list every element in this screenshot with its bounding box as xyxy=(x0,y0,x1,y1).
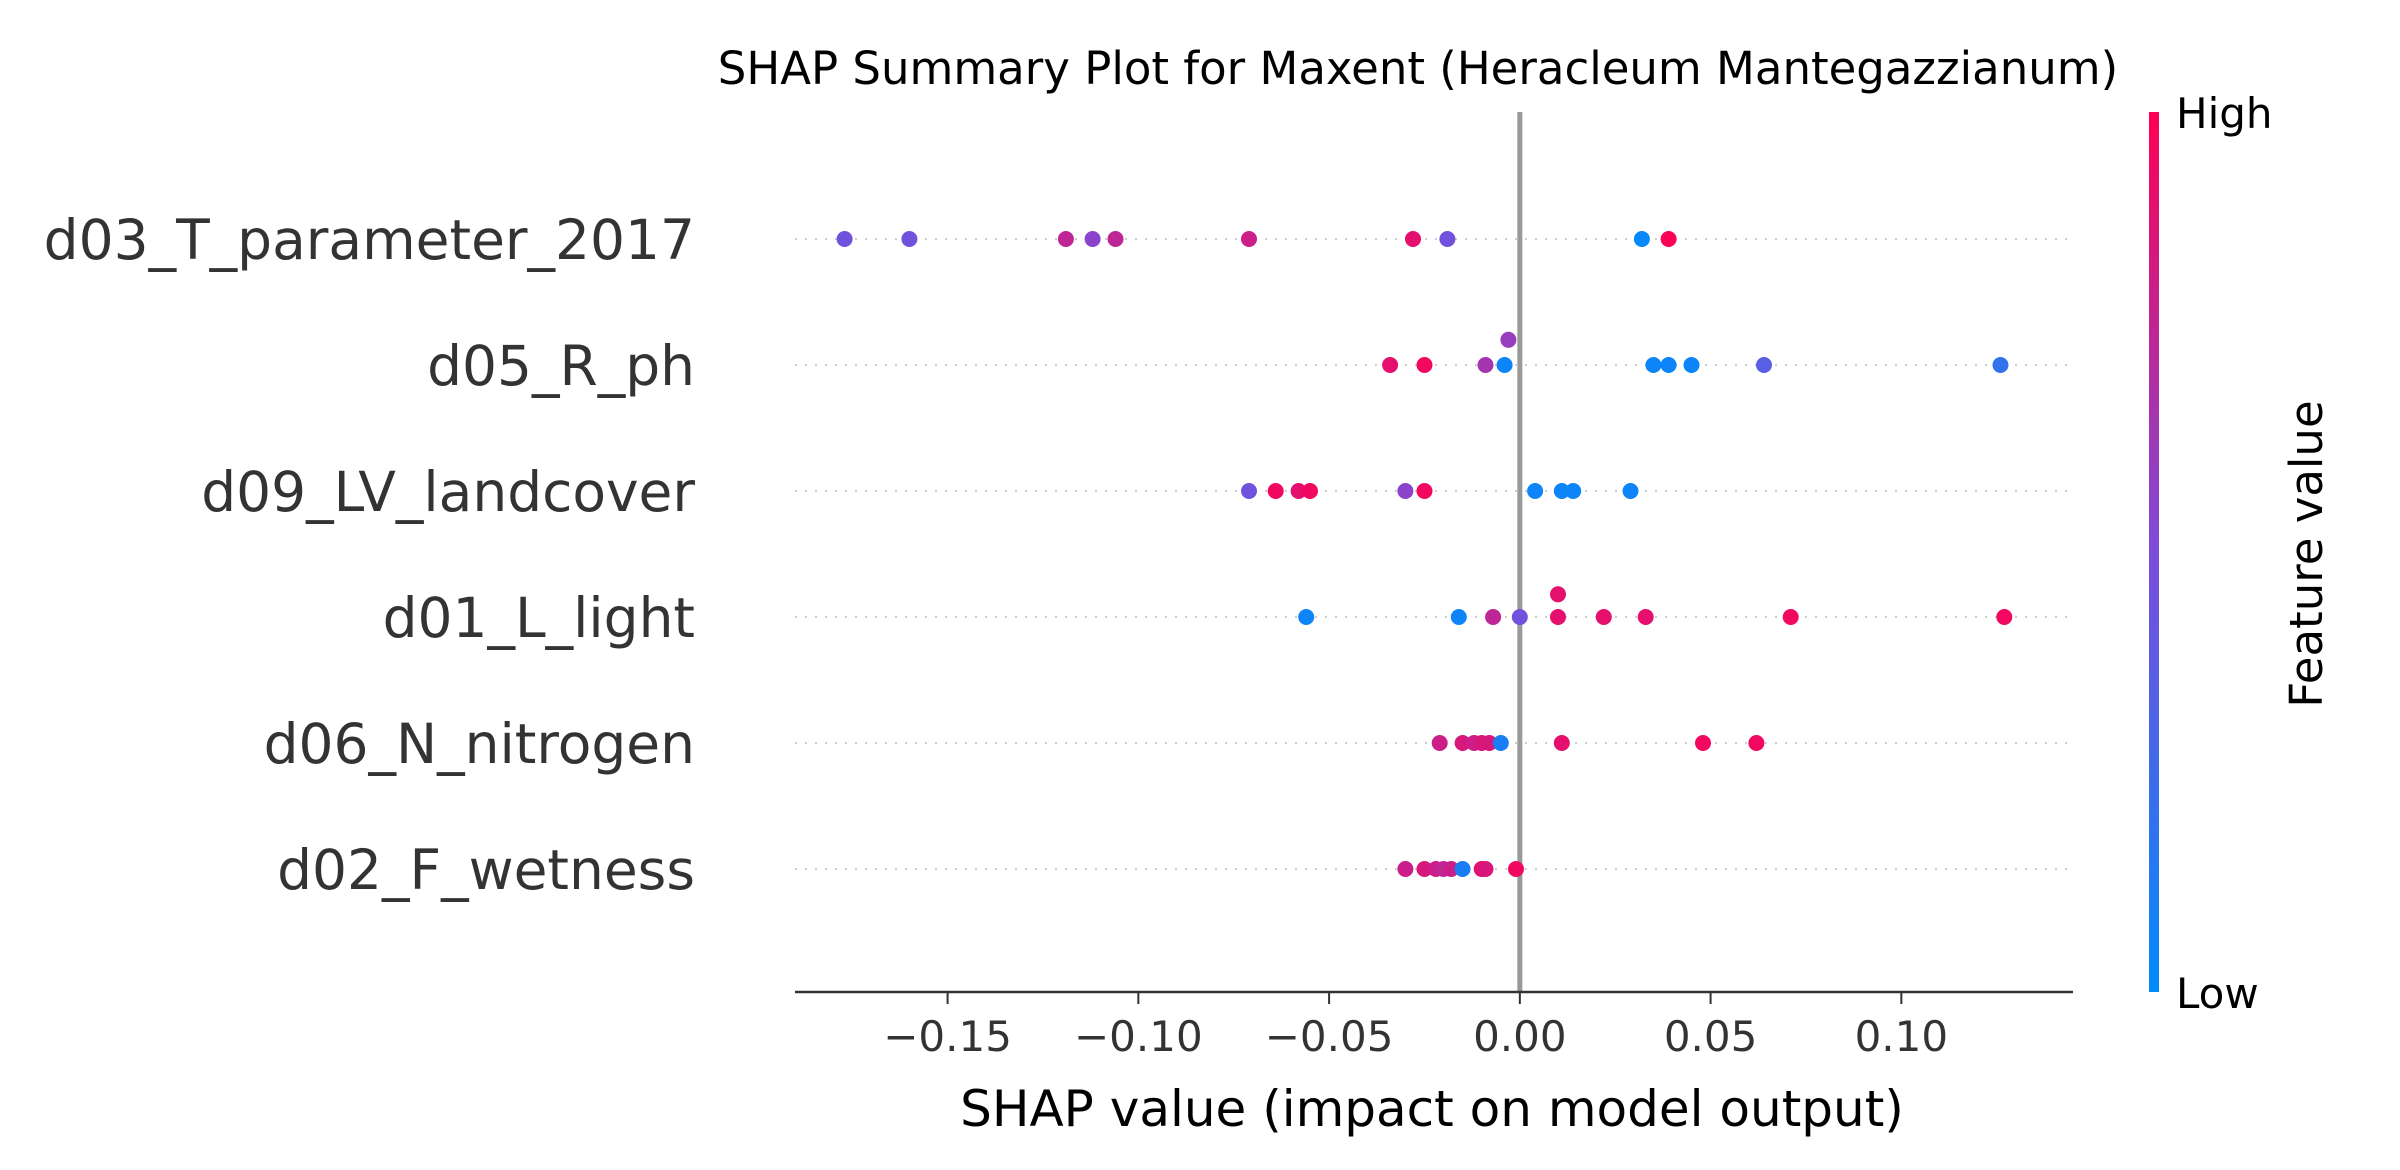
shap-point xyxy=(1550,586,1566,603)
shap-point xyxy=(1416,861,1433,877)
shap-point xyxy=(901,231,918,247)
x-tick-label: −0.15 xyxy=(883,1012,1012,1061)
shap-point xyxy=(1416,357,1433,373)
feature-label: d02_F_wetness xyxy=(277,838,695,902)
shap-point xyxy=(1756,357,1772,373)
shap-point xyxy=(1553,483,1570,499)
shap-point xyxy=(1683,357,1700,373)
shap-point xyxy=(1553,735,1570,751)
shap-point xyxy=(1477,357,1494,373)
feature-label: d03_T_parameter_2017 xyxy=(44,208,695,272)
x-axis: −0.15 −0.10 −0.05 0.00 0.05 0.10 xyxy=(795,990,2073,1061)
x-tick-label: −0.10 xyxy=(1074,1012,1203,1061)
shap-point xyxy=(1416,483,1433,499)
shap-point xyxy=(1290,483,1307,499)
shap-point xyxy=(1084,231,1101,247)
colorbar-high-label: High xyxy=(2176,89,2273,138)
colorbar: High Low Feature value xyxy=(2149,89,2333,1018)
shap-point xyxy=(1107,231,1124,247)
shap-points xyxy=(836,231,2013,877)
colorbar-gradient xyxy=(2149,112,2159,992)
shap-point xyxy=(1550,609,1566,625)
shap-point xyxy=(1695,735,1711,751)
shap-point xyxy=(1782,609,1799,625)
shap-point xyxy=(1508,861,1524,877)
shap-point xyxy=(1405,231,1421,247)
shap-point xyxy=(1637,609,1654,625)
shap-point xyxy=(1992,357,2009,373)
shap-point xyxy=(1241,231,1257,247)
shap-point xyxy=(1454,861,1471,877)
shap-point xyxy=(1443,861,1460,877)
feature-label: d05_R_ph xyxy=(427,334,695,398)
shap-point xyxy=(1500,331,1517,348)
shap-point xyxy=(1450,609,1467,625)
shap-point xyxy=(1481,735,1498,751)
shap-point xyxy=(1298,609,1315,625)
shap-point xyxy=(1660,231,1677,247)
feature-label: d09_LV_landcover xyxy=(201,460,695,524)
shap-point xyxy=(1527,483,1544,499)
x-axis-label: SHAP value (impact on model output) xyxy=(960,1080,1904,1138)
shap-point xyxy=(1057,231,1074,247)
colorbar-title: Feature value xyxy=(2280,400,2333,707)
shap-point xyxy=(1485,609,1502,625)
shap-point xyxy=(1645,357,1662,373)
shap-point xyxy=(1431,735,1448,751)
feature-guide-lines xyxy=(795,238,2073,870)
shap-point xyxy=(1302,483,1318,499)
x-tick-label: −0.05 xyxy=(1265,1012,1394,1061)
shap-point xyxy=(1382,357,1399,373)
feature-label: d06_N_nitrogen xyxy=(264,712,695,776)
shap-point xyxy=(1496,357,1513,373)
shap-point xyxy=(1595,609,1612,625)
shap-point xyxy=(1241,483,1257,499)
shap-point xyxy=(1633,231,1650,247)
shap-point xyxy=(1660,357,1677,373)
shap-point xyxy=(1397,861,1414,877)
x-tick-label: 0.00 xyxy=(1473,1012,1567,1061)
shap-point xyxy=(1492,735,1509,751)
shap-point xyxy=(836,231,853,247)
feature-labels: d03_T_parameter_2017 d05_R_ph d09_LV_landc… xyxy=(44,208,696,902)
shap-point xyxy=(1748,735,1765,751)
x-tick-label: 0.10 xyxy=(1855,1012,1949,1061)
shap-point xyxy=(1996,609,2013,625)
shap-point xyxy=(1267,483,1284,499)
feature-label: d01_L_light xyxy=(383,586,695,650)
shap-point xyxy=(1454,735,1471,751)
shap-point xyxy=(1477,861,1494,877)
x-tick-label: 0.05 xyxy=(1664,1012,1758,1061)
shap-point xyxy=(1511,609,1528,625)
shap-point xyxy=(1439,231,1456,247)
shap-point xyxy=(1622,483,1639,499)
shap-point xyxy=(1565,483,1582,499)
chart-title: SHAP Summary Plot for Maxent (Heracleum … xyxy=(718,42,2118,95)
shap-point xyxy=(1397,483,1414,499)
colorbar-low-label: Low xyxy=(2176,969,2259,1018)
